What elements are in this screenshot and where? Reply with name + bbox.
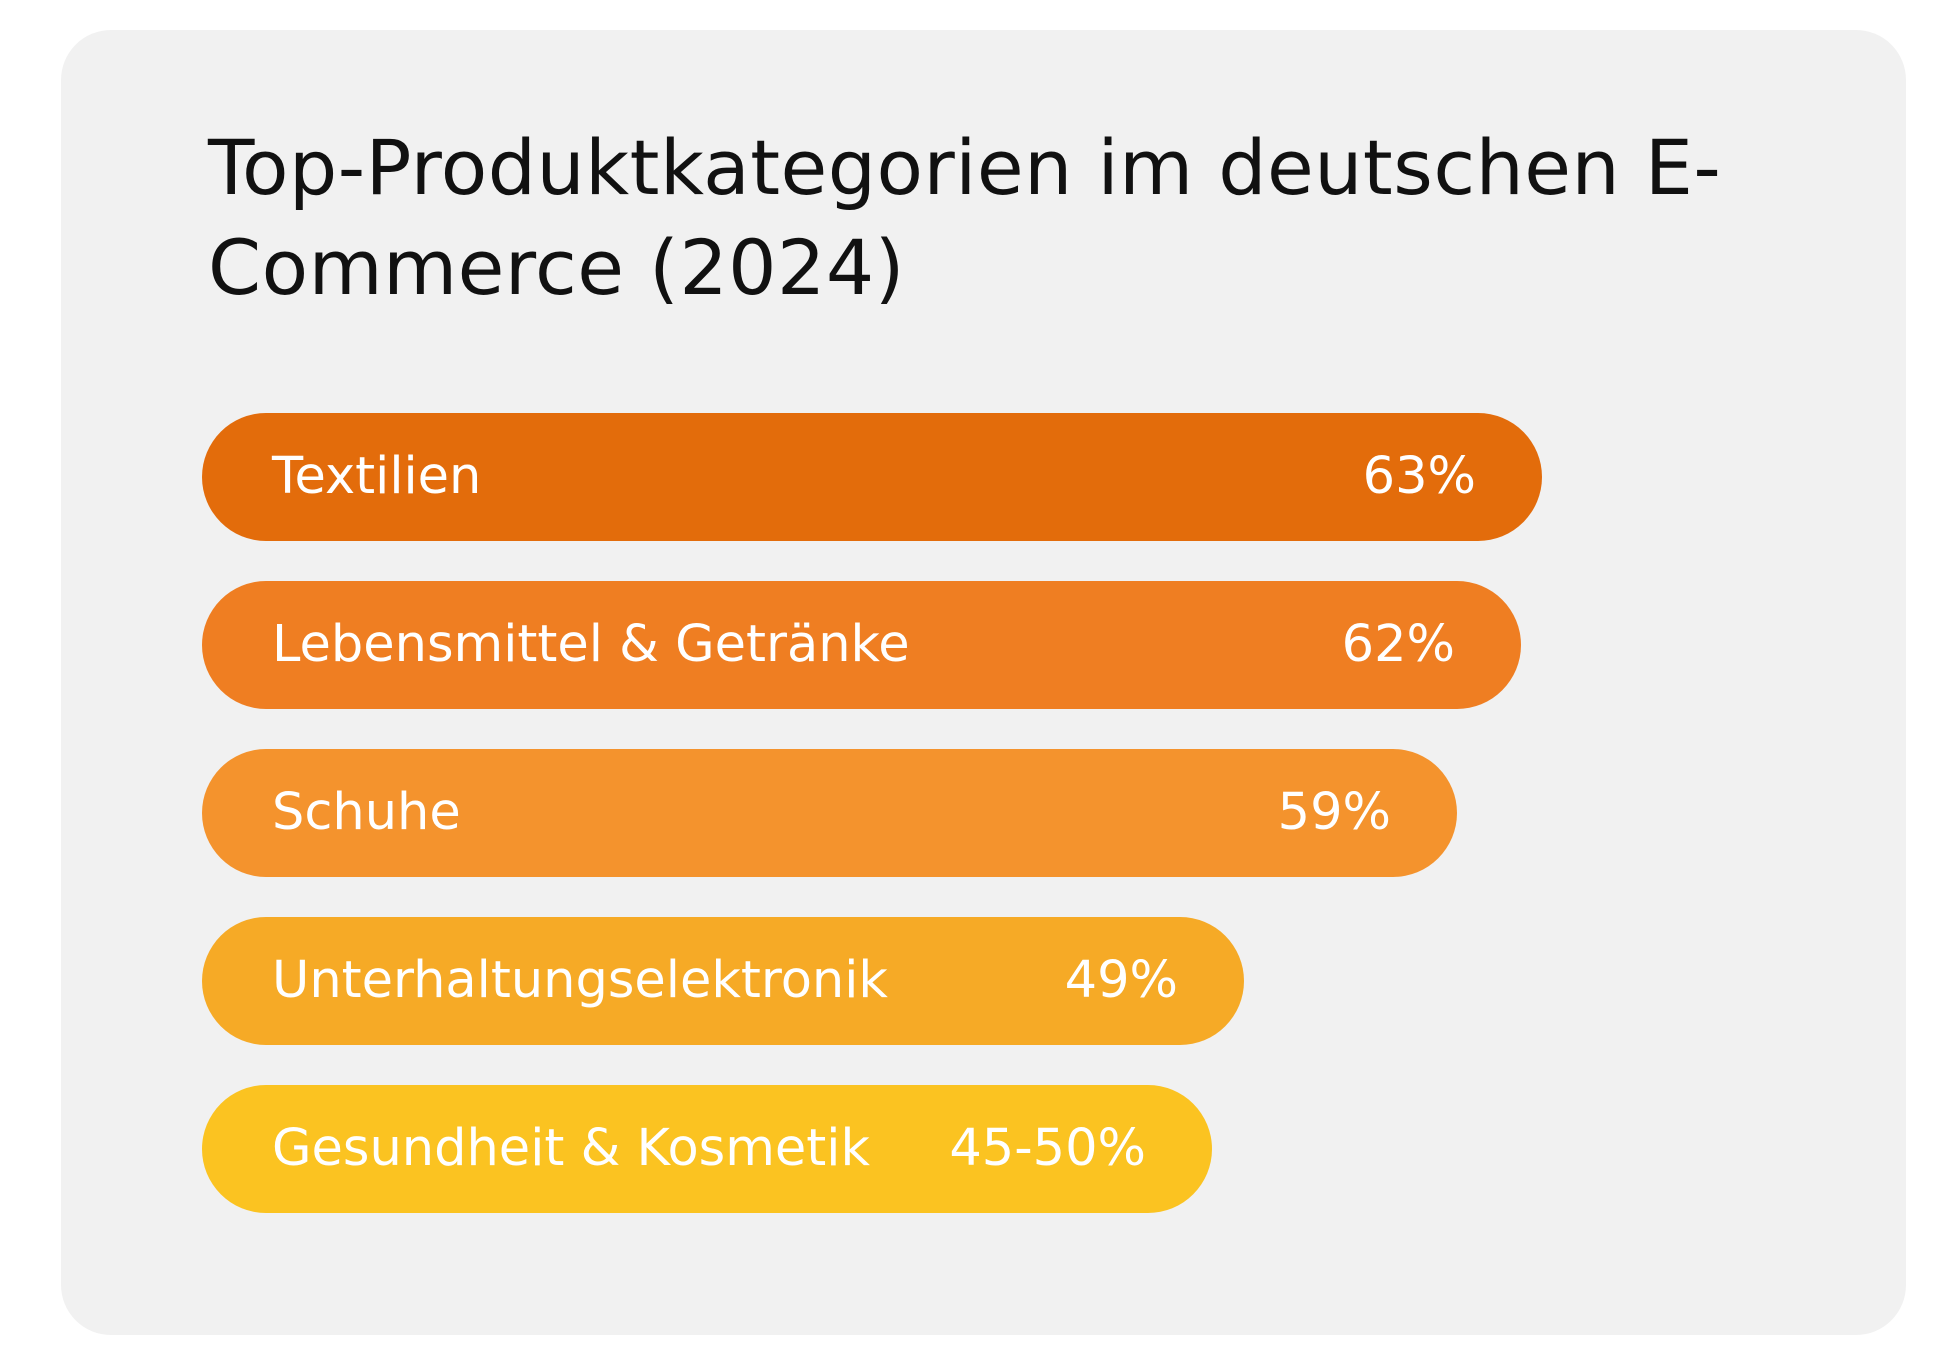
bar-value-label: 62%	[1341, 615, 1455, 674]
bar-label: Gesundheit & Kosmetik	[272, 1119, 870, 1178]
bar-value-label: 45-50%	[949, 1119, 1146, 1178]
bar-label: Lebensmittel & Getränke	[272, 615, 910, 674]
bar-0: Textilien 63%	[202, 413, 1542, 541]
bar-value-label: 59%	[1277, 783, 1391, 842]
bar-value-label: 63%	[1362, 447, 1476, 506]
bar-label: Unterhaltungselektronik	[272, 951, 888, 1010]
bar-3: Unterhaltungselektronik 49%	[202, 917, 1244, 1045]
bar-label: Textilien	[272, 447, 482, 506]
bar-2: Schuhe 59%	[202, 749, 1457, 877]
bar-label: Schuhe	[272, 783, 461, 842]
chart-title: Top-Produktkategorien im deutschen E-Com…	[208, 123, 1722, 312]
bar-value-label: 49%	[1064, 951, 1178, 1010]
bar-1: Lebensmittel & Getränke 62%	[202, 581, 1521, 709]
bar-4: Gesundheit & Kosmetik 45-50%	[202, 1085, 1212, 1213]
